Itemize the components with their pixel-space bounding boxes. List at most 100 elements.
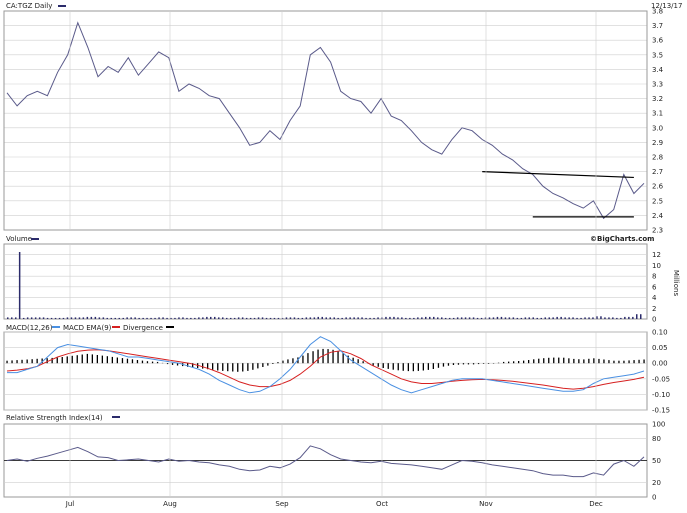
volume-bar: [429, 317, 431, 319]
volume-bar: [425, 317, 427, 319]
volume-bar: [477, 318, 479, 319]
divergence-bar: [463, 363, 464, 364]
volume-bar: [162, 317, 164, 319]
price-tick-label: 3.5: [652, 51, 663, 59]
divergence-bar: [513, 361, 514, 363]
volume-bar: [15, 317, 17, 319]
price-tick-label: 2.9: [652, 139, 663, 147]
volume-bar: [437, 317, 439, 319]
price-axis-ticks: 2.32.42.52.62.72.82.93.03.13.23.33.43.53…: [652, 8, 664, 235]
volume-bar: [441, 317, 443, 319]
volume-tick-label: 0: [652, 316, 656, 324]
price-line: [7, 23, 644, 219]
volume-bar: [529, 317, 531, 319]
divergence-bar: [292, 358, 293, 363]
volume-bar: [552, 317, 554, 319]
price-tick-label: 2.6: [652, 183, 664, 191]
divergence-bar: [122, 358, 123, 363]
volume-panel-frame: [4, 244, 647, 319]
divergence-bar: [307, 353, 308, 363]
divergence-bar: [533, 359, 534, 363]
volume-bar: [107, 318, 109, 319]
divergence-bar: [227, 363, 228, 371]
volume-bar: [95, 317, 97, 319]
price-tick-label: 3.8: [652, 8, 663, 16]
macd-legend-ema: MACD EMA(9): [63, 324, 112, 332]
macd-panel-frame: [4, 332, 647, 410]
rsi-tick-label: 20: [652, 479, 661, 487]
x-tick-label: Nov: [479, 500, 493, 508]
divergence-bar: [473, 363, 474, 364]
divergence-bar: [327, 349, 328, 363]
divergence-bar: [237, 363, 238, 372]
divergence-bar: [423, 363, 424, 370]
divergence-bar: [498, 363, 499, 364]
volume-bar: [549, 317, 551, 319]
volume-bar: [298, 318, 300, 319]
volume-bar: [146, 318, 148, 319]
volume-bar: [401, 317, 403, 319]
volume-bar: [194, 318, 196, 319]
divergence-bar: [588, 359, 589, 363]
divergence-bar: [378, 363, 379, 367]
divergence-bar: [97, 355, 98, 363]
divergence-bar: [6, 361, 7, 364]
volume-bar: [318, 317, 320, 319]
volume-bar: [91, 317, 93, 319]
volume-tick-label: 10: [652, 262, 661, 270]
volume-bar: [588, 317, 590, 319]
divergence-bar: [403, 363, 404, 371]
volume-bar: [27, 317, 29, 319]
volume-bar: [624, 317, 626, 319]
volume-bar: [397, 317, 399, 319]
divergence-bar: [152, 362, 153, 364]
x-tick-label: Dec: [589, 500, 603, 508]
volume-bar: [314, 317, 316, 319]
divergence-bar: [543, 358, 544, 363]
price-tick-label: 3.7: [652, 22, 663, 30]
divergence-bar: [107, 356, 108, 363]
volume-bar: [274, 318, 276, 319]
divergence-bar: [317, 350, 318, 364]
divergence-bar: [553, 358, 554, 364]
divergence-bar: [21, 360, 22, 363]
divergence-bar: [438, 363, 439, 368]
volume-bar: [115, 318, 117, 319]
volume-bar: [198, 317, 200, 319]
x-tick-label: Jul: [65, 500, 75, 508]
price-tick-label: 3.1: [652, 110, 663, 118]
divergence-bar: [618, 361, 619, 364]
divergence-bar: [257, 363, 258, 368]
divergence-bar: [102, 356, 103, 364]
macd-legend: MACD(12,26) MACD EMA(9) Divergence: [6, 324, 174, 332]
price-tick-label: 2.7: [652, 168, 663, 176]
macd-tick-label: -0.05: [652, 375, 670, 383]
price-tick-label: 3.0: [652, 124, 663, 132]
divergence-bar: [267, 363, 268, 365]
macd-lines: [7, 337, 644, 393]
divergence-bar: [212, 363, 213, 370]
divergence-bar: [508, 362, 509, 364]
volume-bar: [409, 318, 411, 319]
volume-tick-label: 8: [652, 273, 656, 281]
divergence-bar: [433, 363, 434, 369]
volume-bar: [47, 318, 49, 319]
divergence-bar: [388, 363, 389, 369]
macd-tick-label: -0.10: [652, 391, 670, 399]
divergence-bar: [578, 359, 579, 363]
volume-bar: [51, 318, 53, 319]
volume-bar: [326, 317, 328, 319]
volume-bar: [322, 317, 324, 319]
volume-bar: [103, 317, 105, 319]
divergence-bar: [483, 363, 484, 364]
price-tick-label: 3.6: [652, 37, 664, 45]
volume-bar: [210, 317, 212, 319]
price-tick-label: 3.3: [652, 81, 663, 89]
volume-bar: [230, 318, 232, 319]
price-series: [7, 23, 644, 219]
volume-bar: [616, 318, 618, 319]
volume-bar: [353, 317, 355, 319]
divergence-bar: [568, 358, 569, 363]
